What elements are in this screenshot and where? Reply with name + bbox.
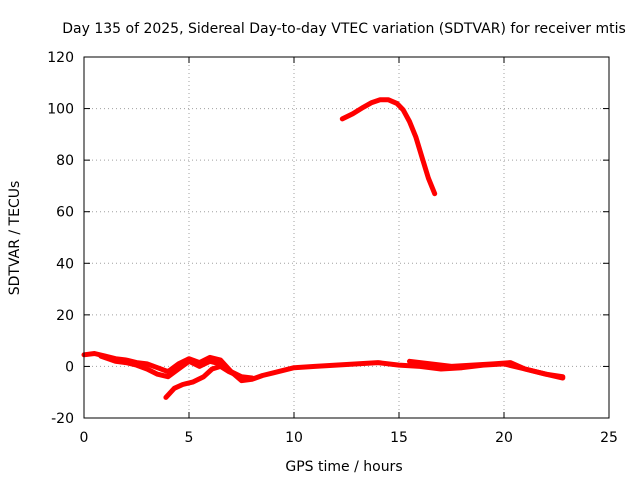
y-tick-label: 80 xyxy=(56,153,74,169)
x-tick-label: 0 xyxy=(80,430,89,446)
series-line-satellite-track-late xyxy=(407,358,566,381)
x-tick-label: 10 xyxy=(285,430,303,446)
data-series xyxy=(81,97,566,400)
series-line-satellite-track-high xyxy=(339,97,438,197)
y-tick-label: -20 xyxy=(51,411,74,427)
y-tick-label: 60 xyxy=(56,205,74,221)
axis-ticks xyxy=(83,56,610,419)
x-tick-label: 5 xyxy=(185,430,194,446)
y-tick-label: 0 xyxy=(65,359,74,375)
x-tick-labels: 0 5 10 15 20 25 xyxy=(80,430,618,446)
series-line-satellite-track-dip xyxy=(163,363,240,400)
y-tick-label: 40 xyxy=(56,256,74,272)
y-tick-label: 100 xyxy=(47,102,74,118)
series-line-satellite-track-upper xyxy=(81,351,566,384)
x-axis-label: GPS time / hours xyxy=(285,459,402,475)
x-tick-label: 20 xyxy=(495,430,513,446)
x-tick-label: 25 xyxy=(600,430,618,446)
x-tick-label: 15 xyxy=(390,430,408,446)
y-tick-labels: -20 0 20 40 60 80 100 120 xyxy=(47,50,74,427)
y-axis-label: SDTVAR / TECUs xyxy=(7,181,23,296)
chart-title: Day 135 of 2025, Sidereal Day-to-day VTE… xyxy=(62,21,626,37)
y-tick-label: 20 xyxy=(56,308,74,324)
y-tick-label: 120 xyxy=(47,50,74,66)
plot-frame xyxy=(83,56,610,419)
